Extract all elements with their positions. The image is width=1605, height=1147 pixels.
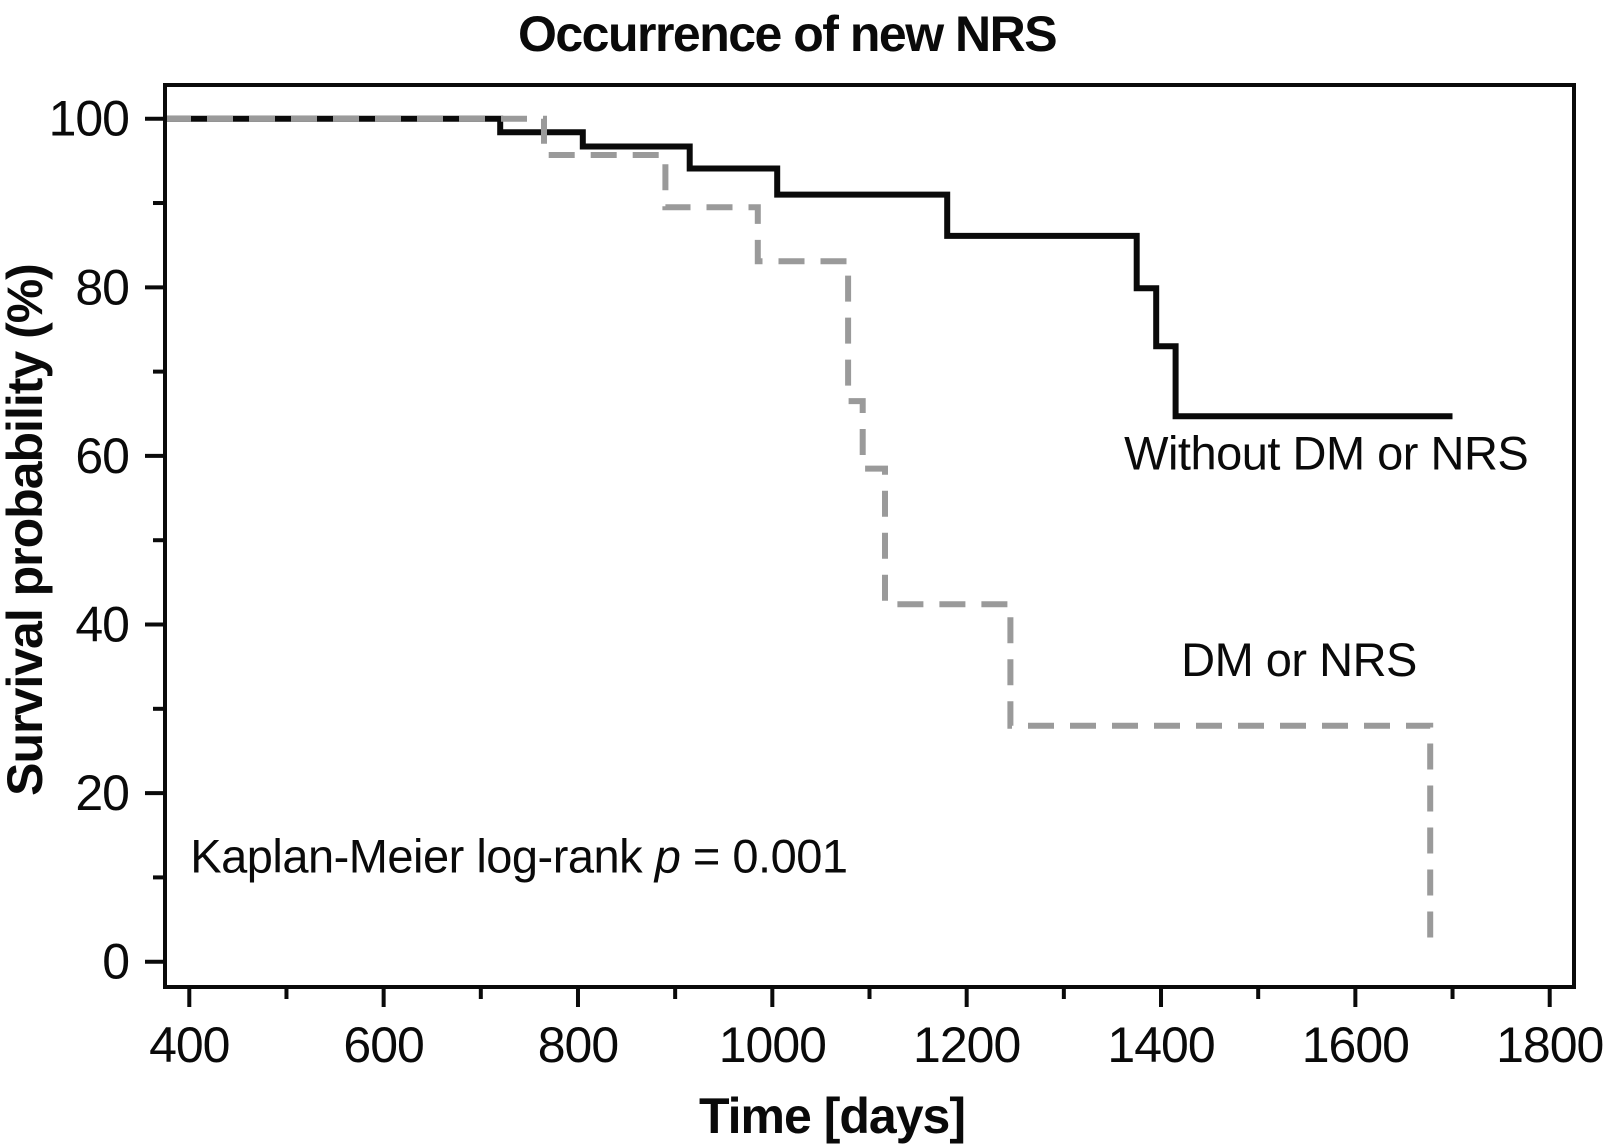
- y-tick-label: 80: [75, 259, 129, 315]
- x-tick-label: 600: [343, 1017, 423, 1073]
- x-tick-label: 1600: [1302, 1017, 1409, 1073]
- pvalue-annotation-p-symbol: p: [653, 829, 681, 882]
- x-tick-label: 1800: [1496, 1017, 1603, 1073]
- x-axis-title: Time [days]: [699, 1088, 965, 1144]
- x-tick-label: 400: [149, 1017, 229, 1073]
- tick-labels-layer: 400 600 800 1000 1200 1400 1600 1800 0 20 40 60 80 10…: [49, 91, 1605, 1073]
- pvalue-annotation-suffix: = 0.001: [680, 829, 847, 882]
- series-label-dm-or-nrs: DM or NRS: [1181, 633, 1417, 686]
- x-tick-label: 1000: [719, 1017, 826, 1073]
- chart-title: Occurrence of new NRS: [518, 6, 1056, 62]
- y-tick-label: 20: [75, 765, 129, 821]
- pvalue-annotation-prefix: Kaplan-Meier log-rank: [190, 829, 654, 882]
- series-line-dm-or-nrs: [165, 115, 1434, 945]
- y-tick-label: 100: [49, 91, 129, 147]
- y-tick-label: 40: [75, 597, 129, 653]
- y-axis-title: Survival probability (%): [0, 264, 53, 796]
- series-label-without-dm-or-nrs: Without DM or NRS: [1124, 426, 1528, 479]
- series-line-without-dm-or-nrs: [165, 115, 1453, 420]
- pvalue-annotation: Kaplan-Meier log-rank p = 0.001: [190, 829, 847, 882]
- series-layer: [165, 115, 1453, 945]
- x-tick-label: 1400: [1107, 1017, 1214, 1073]
- x-tick-label: 800: [538, 1017, 618, 1073]
- y-tick-label: 0: [102, 934, 129, 990]
- plot-frame: [163, 83, 1576, 989]
- x-tick-label: 1200: [913, 1017, 1020, 1073]
- y-tick-label: 60: [75, 428, 129, 484]
